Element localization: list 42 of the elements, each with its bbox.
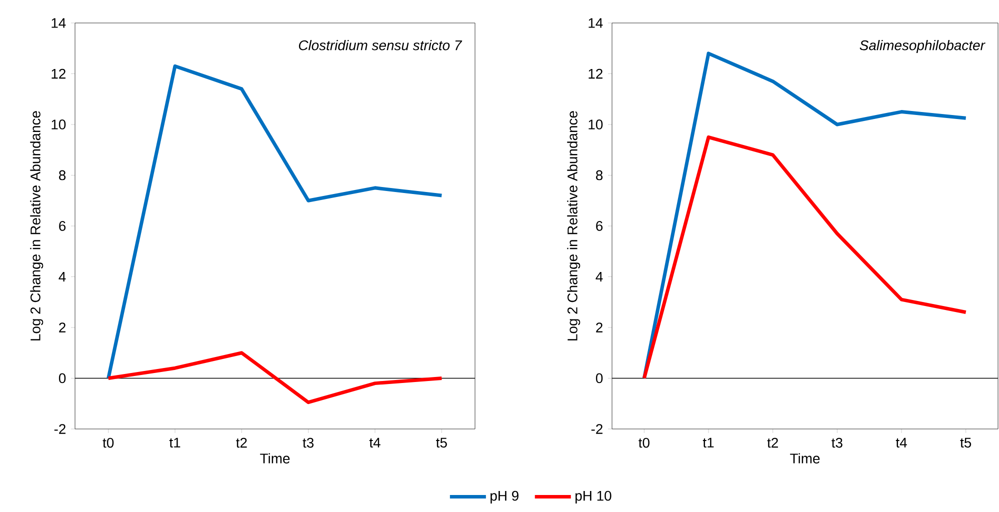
x-tick-label: t1 — [169, 438, 180, 448]
x-tick-label: t5 — [960, 438, 972, 448]
y-tick-label: -2 — [54, 424, 66, 434]
x-axis-title: Time — [260, 453, 290, 464]
line-series — [642, 135, 968, 380]
x-tick-label: t3 — [302, 438, 314, 448]
x-axis-title: Time — [790, 453, 820, 464]
y-tick-label: 0 — [596, 373, 603, 384]
y-tick-label: -2 — [591, 424, 602, 434]
y-tick-label: 8 — [59, 170, 66, 180]
y-tick-label: 6 — [59, 221, 66, 231]
y-tick-label: 12 — [588, 68, 602, 79]
y-tick-label: 14 — [52, 18, 66, 28]
y-tick-label: 10 — [52, 120, 66, 130]
y-tick-label: 4 — [58, 272, 66, 282]
y-tick-label: 10 — [588, 120, 603, 130]
y-tick-label: 8 — [596, 170, 603, 180]
x-tick-label: t5 — [436, 438, 447, 448]
line-series — [642, 52, 968, 380]
x-tick-label: t4 — [896, 438, 907, 448]
x-tick-label: t2 — [767, 438, 778, 448]
text: Salimesophilobacter — [860, 40, 986, 54]
x-tick-label: t0 — [638, 438, 650, 448]
y-tick-label: 12 — [52, 68, 66, 79]
y-tick-label: 6 — [596, 221, 603, 231]
line-series — [106, 351, 444, 404]
legend-label: pH 10 — [576, 490, 612, 504]
y-axis-title: Log 2 Change in Relative Abundance — [567, 111, 580, 340]
x-tick-label: t4 — [369, 438, 380, 448]
line-series — [106, 64, 444, 380]
y-axis-title: Log 2 Change in Relative Abundance — [30, 111, 44, 340]
x-tick-label: t3 — [832, 438, 842, 448]
x-tick-label: t2 — [236, 438, 247, 448]
x-tick-label: t1 — [702, 438, 714, 448]
y-tick-label: 4 — [596, 272, 603, 282]
x-tick-label: t0 — [102, 438, 114, 448]
y-tick-label: 0 — [58, 373, 66, 384]
text: Clostridium sensu stricto 7 — [298, 40, 462, 50]
y-tick-label: 2 — [59, 322, 66, 332]
y-tick-label: 2 — [596, 322, 602, 332]
legend-label: pH 9 — [490, 490, 518, 504]
y-tick-label: 14 — [588, 18, 603, 28]
